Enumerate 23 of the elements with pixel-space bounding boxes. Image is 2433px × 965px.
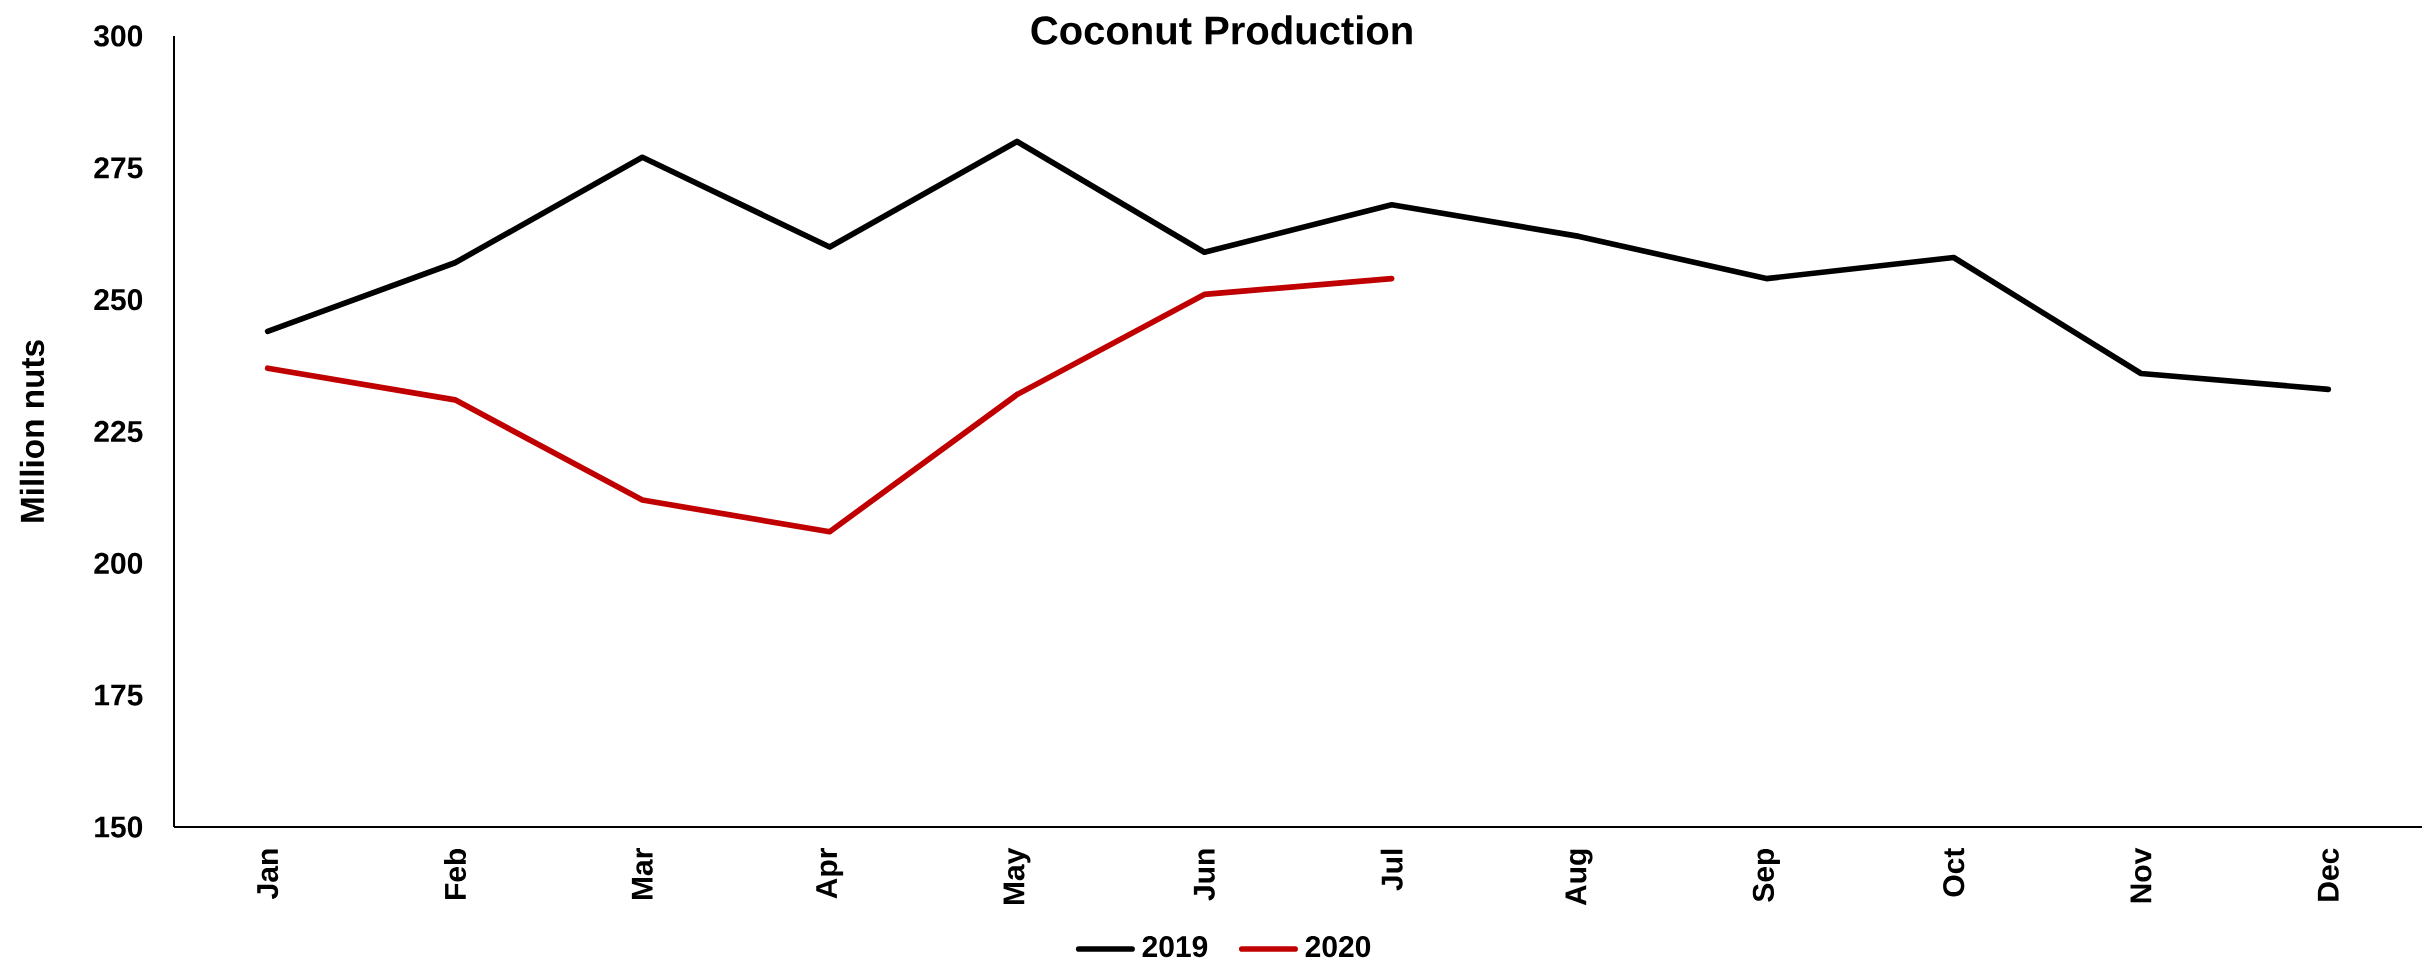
y-tick-label: 175 xyxy=(95,684,143,706)
y-tick-label: 250 xyxy=(94,289,143,311)
y-tick-label: 225 xyxy=(94,420,143,443)
y-tick-label: 200 xyxy=(94,552,143,574)
x-tick-label: Jan xyxy=(257,849,279,899)
x-tick-label: May xyxy=(1003,847,1031,905)
y-tick-label: 300 xyxy=(93,25,143,47)
legend-label: 2020 xyxy=(1305,935,1371,958)
legend-label: 2019 xyxy=(1142,935,1208,958)
x-tick-label: Apr xyxy=(816,848,844,899)
x-tick-label: Sep xyxy=(1752,848,1780,902)
y-axis-title: Million nuts xyxy=(19,340,45,522)
x-tick-label: Nov xyxy=(2130,847,2152,903)
x-tick-label: Jul xyxy=(1380,849,1403,891)
x-tick-label: Dec xyxy=(2317,848,2339,901)
chart-title: Coconut Production xyxy=(1031,15,1412,45)
x-tick-label: Aug xyxy=(1565,849,1593,906)
x-tick-label: Jun xyxy=(1193,849,1215,901)
x-tick-label: Feb xyxy=(443,848,467,900)
y-tick-label: 275 xyxy=(94,157,143,179)
x-tick-label: Oct xyxy=(1943,848,1965,897)
y-tick-label: 150 xyxy=(95,816,143,838)
x-tick-label: Mar xyxy=(631,848,653,900)
